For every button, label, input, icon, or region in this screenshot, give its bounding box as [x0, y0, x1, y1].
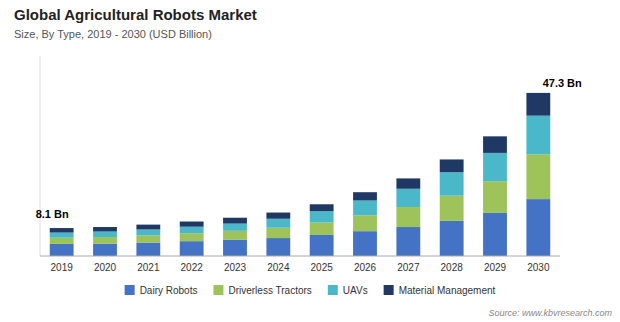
chart-container: Global Agricultural Robots Market Size, B…	[0, 0, 620, 322]
legend-swatch	[384, 285, 394, 295]
bar-segment	[310, 211, 334, 222]
source: Source: www.kbvresearch.com	[488, 308, 612, 318]
bar-segment	[136, 225, 160, 230]
bar-segment	[50, 238, 74, 244]
bar-segment	[50, 233, 74, 238]
x-tick-label: 2030	[527, 262, 550, 273]
legend-label: Dairy Robots	[140, 285, 198, 296]
subtitle: Size, By Type, 2019 - 2030 (USD Billion)	[14, 28, 212, 40]
x-tick-label: 2029	[484, 262, 507, 273]
x-axis-line	[40, 256, 560, 257]
legend-swatch	[328, 285, 338, 295]
legend-swatch	[125, 285, 135, 295]
bar-segment	[136, 235, 160, 242]
x-tick-label: 2024	[267, 262, 290, 273]
bar-segment	[223, 240, 247, 256]
bar-segment	[266, 238, 290, 256]
chart: Global Agricultural Robots Market Size, B…	[0, 0, 620, 322]
bar-segment	[526, 93, 550, 116]
bar-segment	[526, 154, 550, 199]
legend: Dairy Robots Driverless Tractors UAVs Mater…	[125, 285, 496, 296]
bar-segment	[223, 231, 247, 240]
legend-swatch	[213, 285, 223, 295]
bar-segment	[440, 172, 464, 195]
bar-segment	[526, 116, 550, 155]
bar-segment	[396, 178, 420, 188]
bar-segment	[310, 204, 334, 211]
bar-segment	[440, 159, 464, 172]
bar-segment	[93, 232, 117, 238]
x-tick-label: 2021	[137, 262, 160, 273]
bar-segment	[223, 218, 247, 224]
bar-segment	[483, 153, 507, 181]
bars	[50, 93, 551, 256]
bar-segment	[93, 237, 117, 244]
bar-segment	[180, 227, 204, 234]
bar-segment	[483, 136, 507, 153]
bar-segment	[180, 222, 204, 227]
bar-segment	[266, 228, 290, 238]
x-tick-label: 2022	[181, 262, 204, 273]
legend-label: UAVs	[343, 285, 368, 296]
bar-segment	[526, 199, 550, 256]
bar-segment	[50, 228, 74, 232]
legend-label: Material Management	[399, 285, 496, 296]
annotation: 47.3 Bn	[543, 77, 582, 89]
bar-segment	[223, 224, 247, 231]
bar-segment	[180, 233, 204, 241]
bar-segment	[353, 200, 377, 215]
bar-segment	[353, 192, 377, 200]
bar-segment	[440, 196, 464, 221]
bar-segment	[483, 213, 507, 256]
bar-segment	[440, 221, 464, 256]
x-tick-label: 2020	[94, 262, 117, 273]
title: Global Agricultural Robots Market	[14, 6, 257, 23]
annotation: 8.1 Bn	[36, 208, 69, 220]
x-tick-label: 2019	[51, 262, 74, 273]
x-tick-label: 2026	[354, 262, 377, 273]
bar-segment	[266, 213, 290, 219]
bar-segment	[93, 244, 117, 256]
bar-segment	[310, 235, 334, 256]
bar-segment	[266, 219, 290, 228]
bar-segment	[483, 181, 507, 213]
bar-segment	[353, 215, 377, 231]
bar-segment	[396, 189, 420, 207]
bar-segment	[396, 207, 420, 227]
x-tick-label: 2023	[224, 262, 247, 273]
x-tick-label: 2025	[311, 262, 334, 273]
legend-label: Driverless Tractors	[228, 285, 311, 296]
bar-segment	[50, 244, 74, 256]
bar-segment	[136, 243, 160, 256]
x-tick-label: 2028	[441, 262, 464, 273]
bar-segment	[353, 231, 377, 256]
x-tick-label: 2027	[397, 262, 420, 273]
y-axis-line	[40, 56, 41, 256]
bar-segment	[180, 241, 204, 256]
bar-segment	[310, 223, 334, 235]
bar-segment	[93, 227, 117, 231]
bar-segment	[396, 227, 420, 256]
bar-segment	[136, 229, 160, 235]
